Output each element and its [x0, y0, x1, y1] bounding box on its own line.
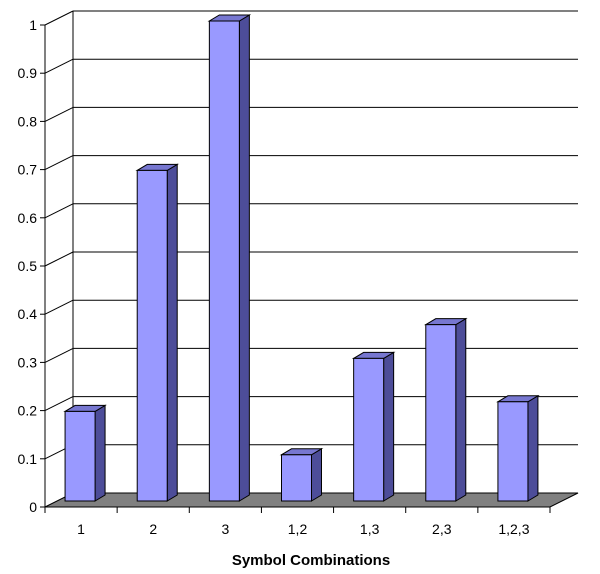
y-tick-label: 0.9: [18, 65, 38, 81]
x-tick-label: 1,2,3: [498, 521, 529, 537]
bar: [423, 317, 468, 502]
bar: [279, 447, 324, 502]
bar-side: [383, 351, 395, 502]
bar: [496, 394, 540, 502]
gridline-side: [44, 10, 74, 26]
y-tick-label: 1: [29, 17, 37, 33]
x-tick-label: 1,3: [360, 521, 380, 537]
x-tick-label: 1,2: [288, 521, 308, 537]
bar-side: [94, 404, 106, 502]
bar: [135, 163, 180, 502]
y-tick-label: 0.5: [18, 258, 38, 274]
gridline-side: [44, 58, 74, 74]
bar-front: [425, 324, 457, 502]
bar-front: [281, 454, 312, 502]
y-tick-label: 0: [29, 499, 37, 515]
bar-front: [64, 410, 96, 502]
bar-front: [497, 401, 529, 502]
gridline-side: [44, 347, 74, 363]
x-tick-label: 2: [149, 521, 157, 537]
x-axis-title: Symbol Combinations: [232, 552, 390, 569]
y-tick-label: 0.6: [18, 210, 38, 226]
y-tick-label: 0.4: [18, 306, 38, 322]
x-tick-label: 2,3: [432, 521, 452, 537]
bar-front: [136, 169, 168, 502]
y-tick-label: 0.8: [18, 113, 38, 129]
y-tick-label: 0.3: [18, 354, 38, 370]
gridline-side: [44, 106, 74, 122]
bar-side: [311, 447, 322, 502]
y-tick-label: 0.1: [18, 451, 38, 467]
gridline-side: [44, 396, 74, 412]
y-tick-label: 0.2: [18, 403, 38, 419]
bar-front: [208, 20, 240, 502]
x-tick-label: 1: [77, 521, 85, 537]
bar: [207, 14, 252, 502]
bar-side: [527, 394, 539, 502]
y-tick-label: 0.7: [18, 162, 38, 178]
bar: [63, 404, 107, 502]
bar-front: [353, 357, 385, 502]
axis-labels: 0 0.1 0.2 0.3 0.4 0.5 0.6 0.7 0.8 0.9 1 1 2 3 1,2 1,3 2,…: [18, 17, 530, 537]
bar-side: [166, 163, 178, 502]
axes: [40, 24, 551, 513]
bar-side: [238, 14, 250, 502]
bar: [351, 351, 396, 502]
gridline-side: [44, 203, 74, 219]
gridline-side: [44, 251, 74, 267]
x-tick-label: 3: [221, 521, 229, 537]
bar-side: [455, 317, 467, 502]
gridline-side: [44, 155, 74, 171]
gridline-side: [44, 299, 74, 315]
bars: [63, 14, 540, 502]
